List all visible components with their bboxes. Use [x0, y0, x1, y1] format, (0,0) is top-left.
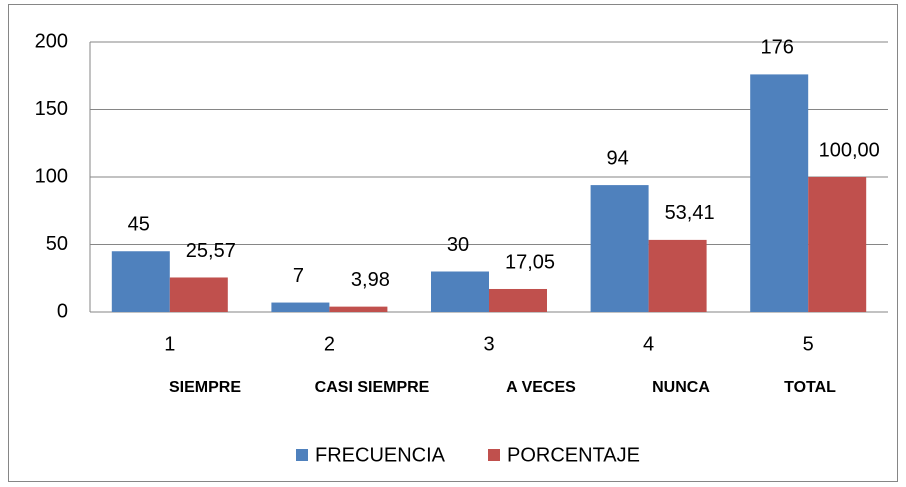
- x-tick-label: 4: [643, 333, 654, 355]
- bar: [750, 74, 809, 313]
- data-label: 25,57: [186, 240, 236, 262]
- data-label: 17,05: [505, 251, 555, 273]
- category-name: NUNCA: [652, 379, 710, 396]
- data-label: 53,41: [665, 202, 715, 224]
- bar: [808, 177, 867, 312]
- bar: [489, 288, 547, 312]
- x-tick-label: 5: [803, 333, 814, 355]
- category-name: TOTAL: [784, 379, 836, 396]
- bar: [271, 302, 330, 312]
- bar: [431, 271, 489, 312]
- data-label: 94: [606, 147, 628, 169]
- x-tick-label: 3: [483, 333, 494, 355]
- bar: [111, 251, 170, 312]
- legend-label: PORCENTAJE: [507, 444, 640, 466]
- data-label: 30: [447, 234, 469, 256]
- data-label: 3,98: [351, 269, 390, 291]
- bar: [329, 306, 388, 312]
- data-label: 176: [761, 37, 794, 59]
- x-tick-label: 2: [324, 333, 335, 355]
- category-name: A VECES: [506, 379, 576, 396]
- y-tick-label: 0: [57, 300, 68, 322]
- x-tick-label: 1: [164, 333, 175, 355]
- y-tick-label: 150: [35, 98, 68, 120]
- y-tick-label: 100: [35, 165, 68, 187]
- legend-swatch: [296, 449, 308, 461]
- bar: [169, 277, 228, 312]
- bar: [590, 185, 649, 312]
- category-name: CASI SIEMPRE: [315, 379, 430, 396]
- y-tick-label: 200: [35, 30, 68, 52]
- legend-swatch: [488, 449, 500, 461]
- data-label: 7: [293, 265, 304, 287]
- data-label: 45: [128, 214, 150, 236]
- data-label: 100,00: [819, 139, 880, 161]
- category-name: SIEMPRE: [169, 379, 241, 396]
- legend-label: FRECUENCIA: [315, 444, 446, 466]
- bar: [648, 239, 707, 312]
- y-tick-label: 50: [46, 233, 68, 255]
- chart-border: [8, 4, 898, 482]
